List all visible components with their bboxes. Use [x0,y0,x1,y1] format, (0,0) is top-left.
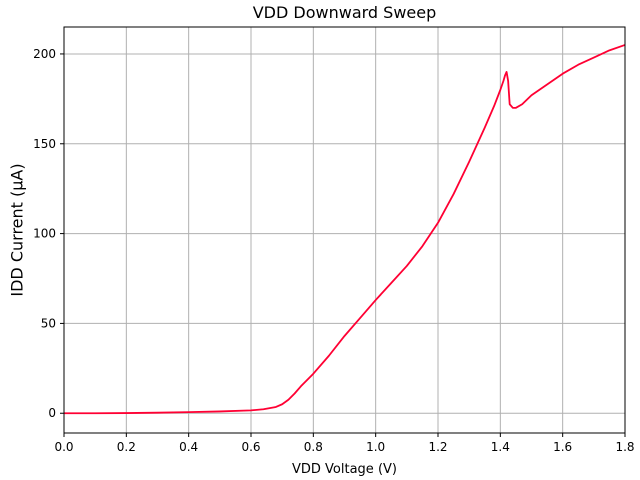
x-tick-label: 0.6 [241,440,260,454]
y-tick-label: 150 [33,137,56,151]
x-axis-label: VDD Voltage (V) [292,462,397,477]
y-tick-label: 0 [48,406,56,420]
x-tick-label: 1.2 [428,440,447,454]
x-tick-label: 0.8 [304,440,323,454]
series-line [64,44,626,415]
y-axis-label: IDD Current (µA) [8,163,27,296]
x-tick-label: 0.2 [117,440,136,454]
axis-ticks: 0.0 0.2 0.4 0.6 0.8 1.0 1.2 1.4 1.6 1.8 0 50 100 150 2… [33,47,634,454]
data-series [64,44,626,415]
chart-title: VDD Downward Sweep [253,3,437,22]
x-tick-label: 1.0 [366,440,385,454]
x-tick-label: 1.4 [491,440,510,454]
y-tick-label: 50 [41,316,56,330]
plot-frame [63,26,626,434]
x-tick-label: 1.8 [615,440,634,454]
y-tick-label: 100 [33,227,56,241]
x-tick-label: 0.4 [179,440,198,454]
x-tick-label: 0.0 [54,440,73,454]
x-tick-label: 1.6 [553,440,572,454]
y-tick-label: 200 [33,47,56,61]
